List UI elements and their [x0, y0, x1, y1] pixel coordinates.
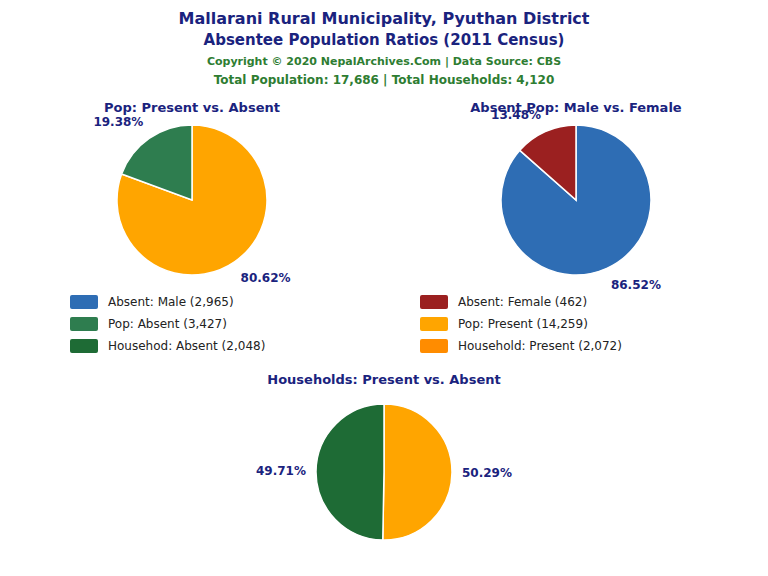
legend: Absent: Male (2,965) Absent: Female (462)… [70, 295, 622, 353]
title: Mallarani Rural Municipality, Pyuthan Di… [178, 9, 589, 28]
pie-slice [501, 125, 651, 275]
data-label: 49.71% [256, 464, 306, 478]
data-labels: 80.62% 19.38% [93, 115, 290, 284]
legend-label: Pop: Absent (3,427) [108, 317, 227, 331]
pie-slice [316, 404, 384, 540]
legend-label: Absent: Male (2,965) [108, 295, 234, 309]
pie: Absent Pop: Male vs. Female86.52%13.48% [470, 100, 682, 292]
subtitle: Absentee Population Ratios (2011 Census) [204, 31, 565, 49]
legend-swatch [70, 317, 98, 331]
data-label: 50.29% [462, 466, 512, 480]
pie: Households: Present vs. Absent 50.29% 49.7… [256, 372, 512, 540]
data-label: 80.62% [241, 271, 291, 285]
data-labels: 86.52% 13.48% [491, 108, 661, 293]
legend-label: Household: Present (2,072) [458, 339, 622, 353]
pie-slice [520, 125, 576, 200]
legend-swatch [420, 317, 448, 331]
data-label: 13.48% [491, 108, 541, 122]
legend-label: Absent: Female (462) [458, 295, 587, 309]
data-label: 86.52% [611, 278, 661, 292]
pie-title: Households: Present vs. Absent [267, 372, 500, 387]
annotation: Total Population: 17,686 | Total Househo… [214, 73, 555, 87]
data-label: 19.38% [93, 115, 143, 129]
pie-title: Pop: Present vs. Absent [104, 100, 280, 115]
pie-slice [117, 125, 267, 275]
legend-swatch [420, 339, 448, 353]
legend-swatch [70, 339, 98, 353]
legend-swatch [420, 295, 448, 309]
pie-slice [122, 125, 192, 200]
pie: Pop: Present vs. Absent 80.62% 19.38% [93, 100, 290, 285]
legend-swatch [70, 295, 98, 309]
pie-slice [383, 404, 452, 540]
legend-label: Pop: Present (14,259) [458, 317, 588, 331]
chart: Mallarani Rural Municipality, Pyuthan Di… [0, 0, 768, 576]
legend-label: Househod: Absent (2,048) [108, 339, 265, 353]
annotation: Copyright © 2020 NepalArchives.Com | Dat… [207, 55, 561, 68]
